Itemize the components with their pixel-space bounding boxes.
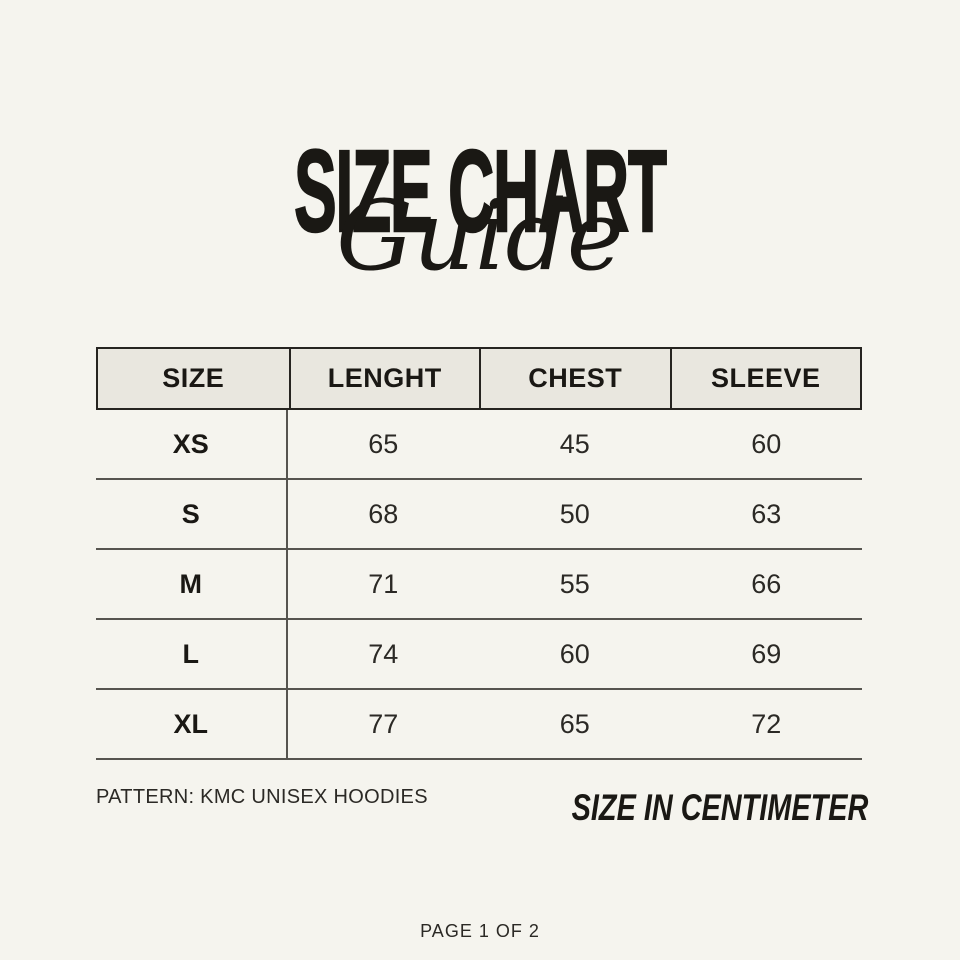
page-title-text: SIZE CHART xyxy=(293,126,667,256)
sleeve-cell: 66 xyxy=(751,568,782,599)
unit-note: SIZE IN CENTIMETER xyxy=(571,787,868,828)
page-indicator: PAGE 1 OF 2 xyxy=(420,921,540,941)
size-table-header: SIZE LENGHT CHEST SLEEVE xyxy=(96,347,862,410)
length-cell: 65 xyxy=(368,428,399,459)
page-title-script: Guide xyxy=(336,180,624,292)
header-cell-lenght: LENGHT xyxy=(288,349,480,408)
header-cell-size: SIZE xyxy=(162,363,225,393)
size-cell: S xyxy=(96,480,288,548)
table-row: M 71 55 66 xyxy=(96,550,862,620)
table-row: XS 65 45 60 xyxy=(96,410,862,480)
length-cell: 68 xyxy=(368,498,399,529)
size-table-body: XS 65 45 60 S 68 50 63 M 71 55 66 L 74 60 69 XL 77 65 72 xyxy=(96,410,862,760)
chest-cell: 65 xyxy=(559,708,590,739)
size-cell: L xyxy=(96,620,288,688)
sleeve-cell: 63 xyxy=(751,498,782,529)
table-row: XL 77 65 72 xyxy=(96,690,862,760)
chest-cell: 55 xyxy=(559,568,590,599)
sleeve-cell: 60 xyxy=(751,428,782,459)
length-cell: 71 xyxy=(368,568,399,599)
page-title: SIZE CHART xyxy=(0,126,960,256)
header-cell-chest: CHEST xyxy=(479,349,670,408)
sleeve-cell: 69 xyxy=(751,638,782,669)
length-cell: 74 xyxy=(368,638,399,669)
sleeve-cell: 72 xyxy=(751,708,782,739)
size-cell: XS xyxy=(96,410,288,478)
chest-cell: 60 xyxy=(559,638,590,669)
chest-cell: 50 xyxy=(559,498,590,529)
size-cell: M xyxy=(96,550,288,618)
size-table: SIZE LENGHT CHEST SLEEVE XS 65 45 60 S 68 50 63 M 71… xyxy=(96,347,862,760)
pattern-note: PATTERN: KMC UNISEX HOODIES xyxy=(96,786,428,808)
size-cell: XL xyxy=(96,690,288,758)
table-row: L 74 60 69 xyxy=(96,620,862,690)
length-cell: 77 xyxy=(368,708,399,739)
header-cell-sleeve: SLEEVE xyxy=(669,349,861,408)
table-row: S 68 50 63 xyxy=(96,480,862,550)
chest-cell: 45 xyxy=(559,428,590,459)
